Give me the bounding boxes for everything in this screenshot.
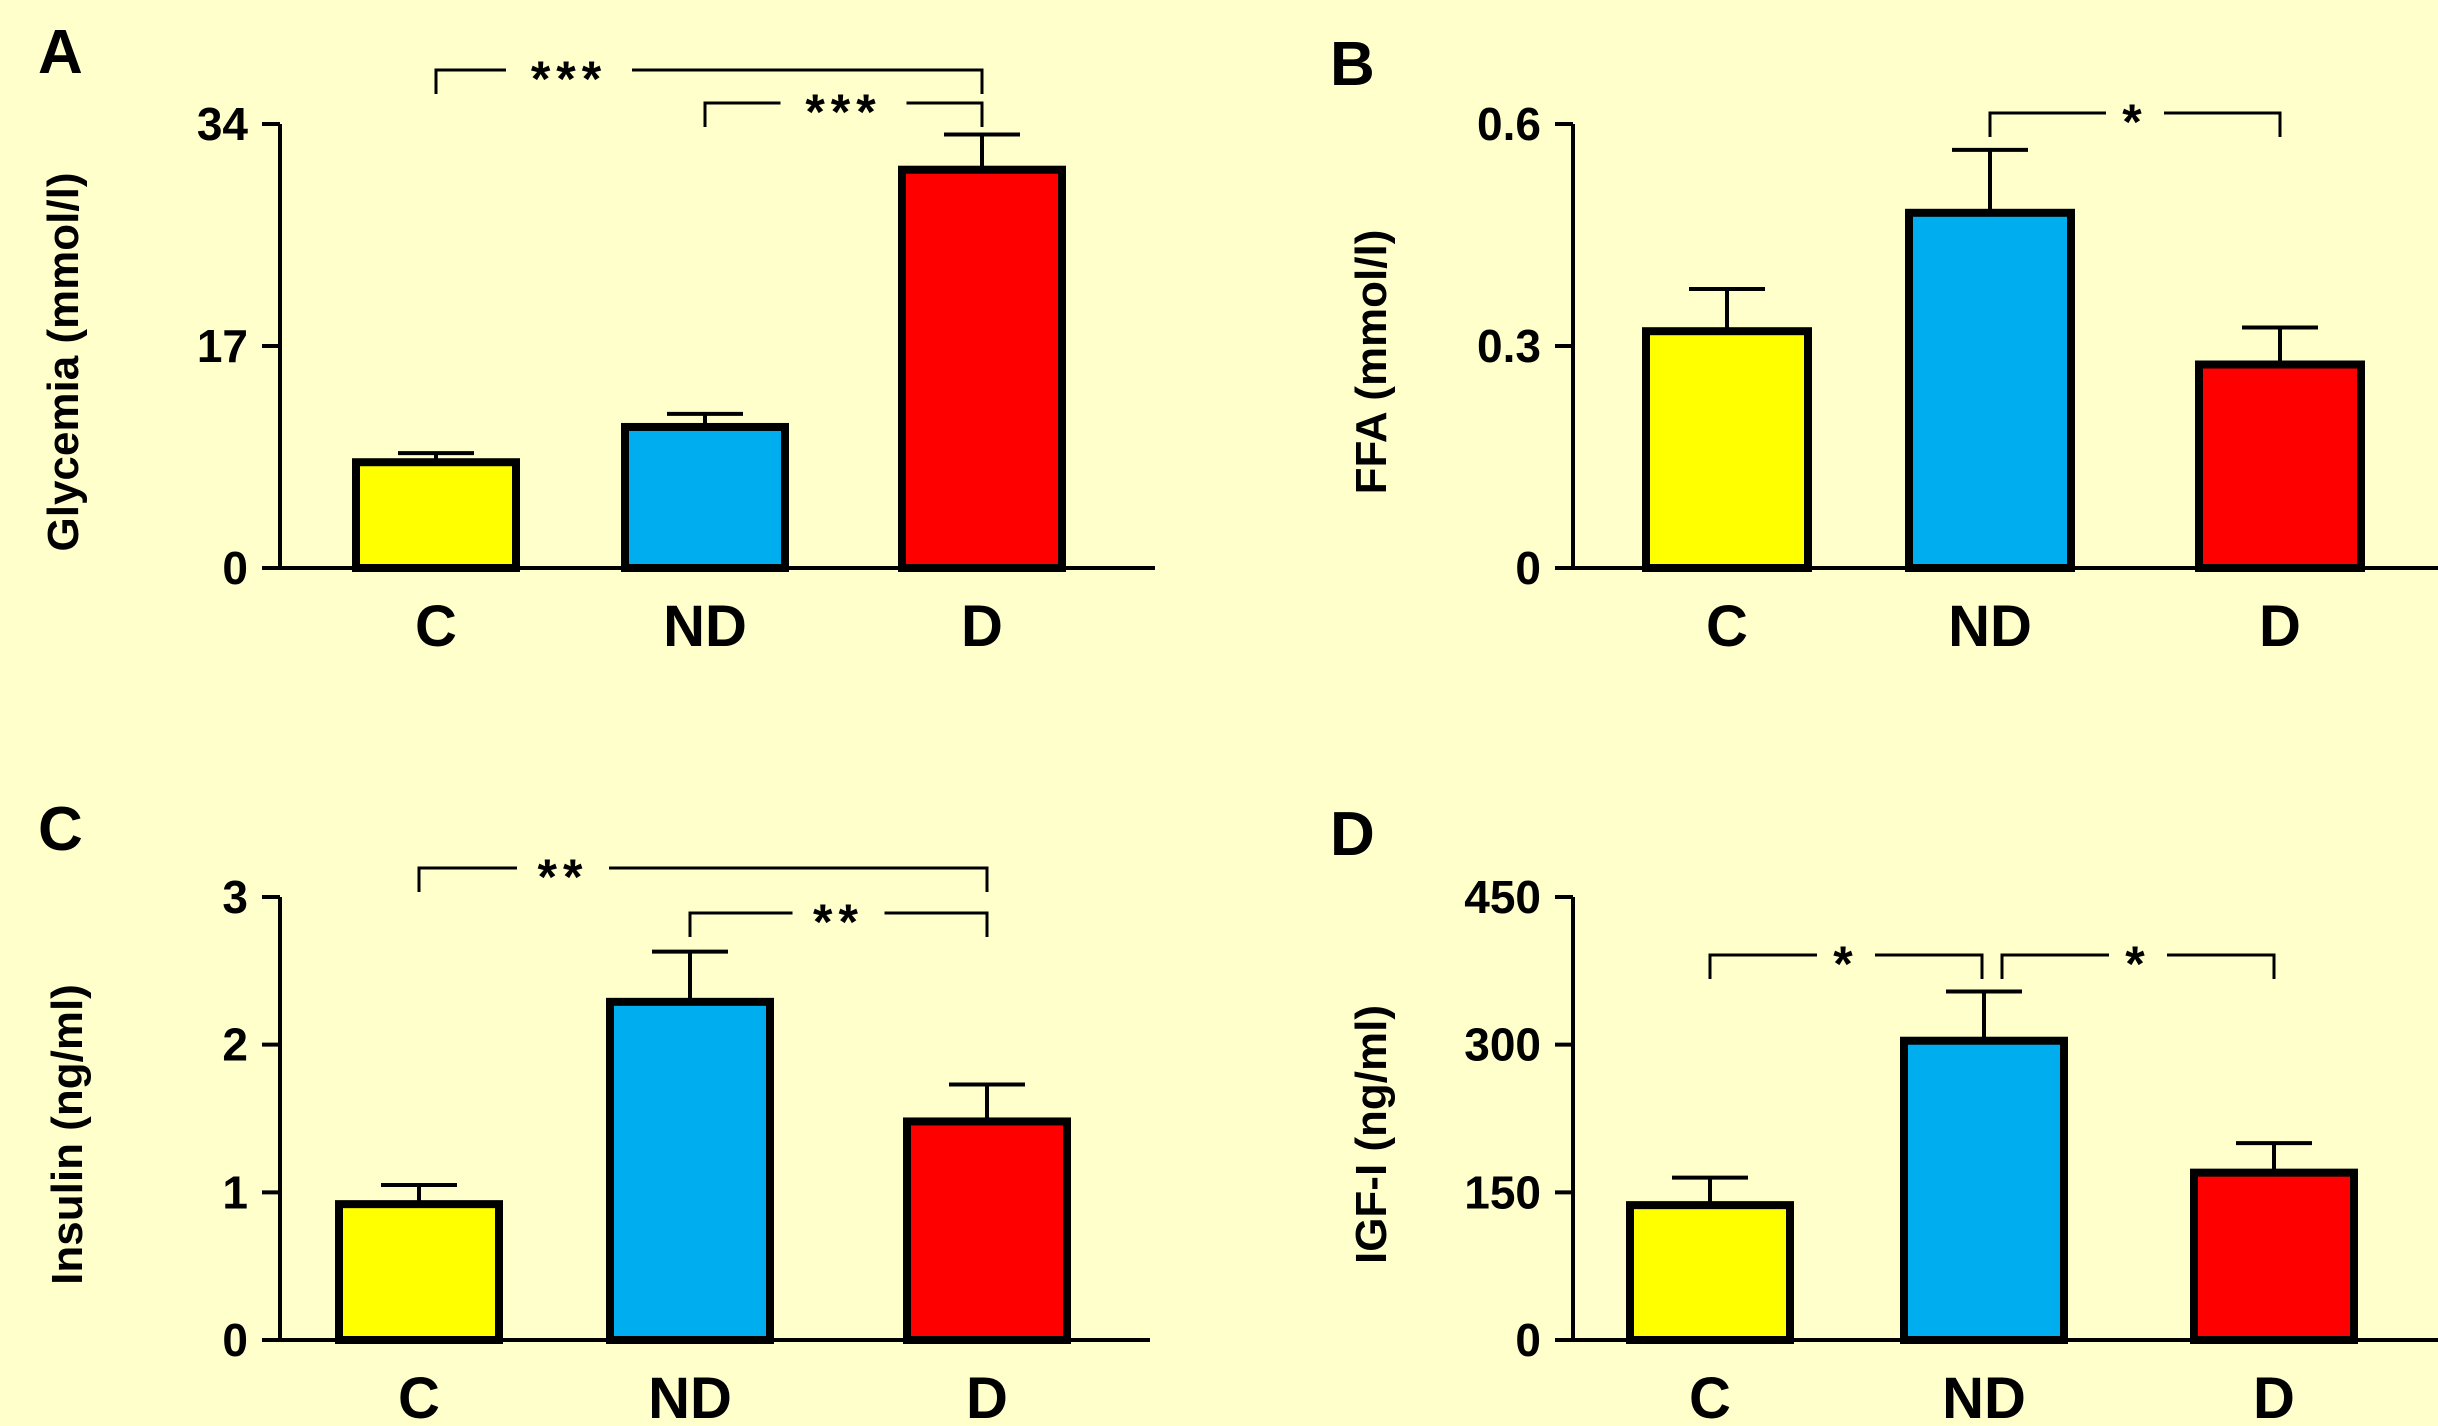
bar-D: [903, 1117, 1071, 1345]
panel-label: D: [1330, 800, 1375, 869]
y-tick-label: 17: [197, 320, 248, 372]
bracket-label-bg: [506, 54, 632, 86]
significance-bracket: **: [417, 849, 989, 905]
y-tick-label: 2: [222, 1019, 248, 1071]
y-tick-label: 0: [222, 1314, 248, 1366]
significance-bracket: *: [1708, 936, 1984, 992]
panel-B: B 0 0.3 0.6 FFA (mmol/l) C ND D *: [1330, 30, 2438, 659]
bracket-label-bg: [2109, 939, 2167, 971]
bar-ND: [1900, 1036, 2068, 1344]
x-tick-label-ND: ND: [663, 594, 747, 659]
bar-D: [2190, 1168, 2358, 1344]
x-tick-label-D: D: [2253, 1366, 2295, 1426]
bracket-label-bg: [780, 87, 907, 119]
x-tick-label-C: C: [398, 1366, 440, 1426]
y-tick-label: 0: [1515, 1314, 1541, 1366]
bar-C: [1626, 1201, 1794, 1344]
significance-label: ***: [531, 51, 607, 107]
bar-C: [1642, 327, 1812, 573]
y-tick-label: 1: [222, 1166, 248, 1218]
y-axis-label: FFA (mmol/l): [1347, 230, 1396, 495]
bar-C: [335, 1200, 503, 1344]
significance-bracket: **: [688, 894, 989, 950]
bracket-line: [417, 866, 989, 892]
y-axis-label: Glycemia (mmol/l): [39, 172, 88, 551]
bracket-line: [434, 68, 984, 94]
y-tick-label: 150: [1464, 1166, 1541, 1218]
bar-D: [2195, 360, 2365, 572]
significance-label: **: [538, 849, 589, 905]
panel-label: A: [38, 18, 83, 87]
y-tick-label: 0.3: [1477, 320, 1541, 372]
panel-label: C: [38, 795, 83, 864]
y-tick-label: 34: [197, 98, 249, 150]
significance-label: *: [1833, 936, 1858, 992]
bar-ND: [1905, 208, 2075, 573]
panel-D: D 0 150 300 450 IGF-I (ng/ml) C ND D * *: [1330, 800, 2438, 1426]
y-tick-label: 450: [1464, 871, 1541, 923]
bracket-label-bg: [792, 897, 885, 929]
y-tick-label: 0.6: [1477, 98, 1541, 150]
bracket-label-bg: [517, 852, 609, 884]
significance-label: ***: [805, 84, 881, 140]
bar-D: [898, 165, 1066, 573]
x-tick-label-ND: ND: [1942, 1366, 2026, 1426]
x-tick-label-C: C: [1706, 594, 1748, 659]
bracket-label-bg: [1817, 939, 1875, 971]
significance-label: *: [2122, 94, 2147, 150]
x-tick-label-ND: ND: [648, 1366, 732, 1426]
y-axis-label: Insulin (ng/ml): [43, 984, 92, 1285]
panel-A: A 0 17 34 Glycemia (mmol/l) C ND D *** ***: [38, 18, 1155, 659]
x-tick-label-C: C: [1689, 1366, 1731, 1426]
bar-ND: [606, 997, 774, 1344]
x-tick-label-D: D: [2259, 594, 2301, 659]
y-tick-label: 0: [222, 542, 248, 594]
bracket-label-bg: [2106, 97, 2164, 129]
y-tick-label: 300: [1464, 1019, 1541, 1071]
panel-C: C 0 1 2 3 Insulin (ng/ml) C ND D ** **: [38, 795, 1150, 1426]
y-axis-label: IGF-I (ng/ml): [1347, 1005, 1396, 1264]
bar-C: [352, 458, 520, 573]
x-tick-label-C: C: [415, 594, 457, 659]
x-tick-label-D: D: [961, 594, 1003, 659]
significance-bracket: ***: [434, 51, 984, 107]
significance-label: **: [813, 894, 864, 950]
significance-label: *: [2125, 936, 2150, 992]
panel-label: B: [1330, 30, 1375, 99]
significance-bracket: *: [1988, 94, 2282, 150]
x-tick-label-D: D: [966, 1366, 1008, 1426]
bar-ND: [621, 422, 789, 572]
x-tick-label-ND: ND: [1948, 594, 2032, 659]
y-tick-label: 0: [1515, 542, 1541, 594]
significance-bracket: ***: [703, 84, 984, 140]
y-tick-label: 3: [222, 871, 248, 923]
significance-bracket: *: [2000, 936, 2276, 992]
